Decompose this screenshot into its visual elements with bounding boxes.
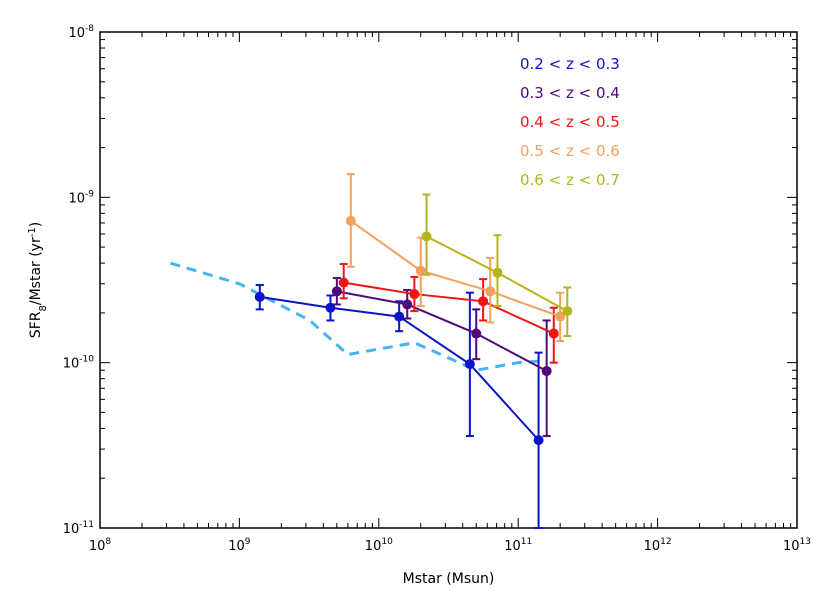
x-tick-label-exp: 11 [521, 537, 532, 547]
y-axis-label-post: ) [28, 222, 44, 227]
plot-frame [99, 31, 798, 529]
series-3 [345, 173, 566, 343]
legend-entry: 0.6 < z < 0.7 [520, 171, 620, 189]
y-tick-label-exp: -10 [79, 355, 94, 365]
reference-dashed-line [169, 261, 539, 372]
y-tick-label: 10-9 [68, 189, 94, 206]
data-point [415, 265, 426, 276]
data-point [394, 311, 405, 322]
x-tick-label: 108 [89, 537, 112, 554]
data-point [478, 296, 489, 307]
data-point [485, 286, 496, 297]
y-tick-label-base: 10 [68, 26, 85, 41]
series-line [336, 290, 548, 372]
y-tick-label-base: 10 [63, 522, 80, 537]
x-tick-label-base: 10 [228, 539, 245, 554]
series-4 [421, 193, 573, 337]
x-tick-label-exp: 13 [800, 537, 811, 547]
data-point [409, 289, 420, 300]
y-axis-label-pre: SFR [28, 311, 44, 338]
legend-entry: 0.3 < z < 0.4 [520, 84, 620, 102]
y-tick-label: 10-10 [63, 355, 95, 372]
data-point [492, 267, 503, 278]
data-point [548, 328, 559, 339]
x-tick-label-exp: 9 [245, 537, 251, 547]
series-line [350, 220, 561, 318]
x-tick-label-base: 10 [783, 539, 800, 554]
series-0 [254, 283, 544, 529]
data-point [338, 277, 349, 288]
legend: 0.2 < z < 0.3 0.3 < z < 0.4 0.4 < z < 0.5 0… [520, 55, 620, 189]
x-tick-label-exp: 12 [660, 537, 671, 547]
x-axis-label: Mstar (Msun) [403, 571, 495, 587]
data-point [331, 286, 342, 297]
x-tick-label: 109 [228, 537, 251, 554]
legend-entry: 0.5 < z < 0.6 [520, 142, 620, 160]
y-axis-label: SFR8/Mstar (yr-1) [27, 222, 49, 338]
data-point [541, 366, 552, 377]
series-1 [331, 277, 552, 438]
series-line [343, 281, 555, 335]
data-point [402, 299, 413, 310]
data-point [345, 215, 356, 226]
y-tick-label-exp: -11 [79, 520, 94, 530]
data-point [471, 328, 482, 339]
y-axis-label-sup: -1 [27, 227, 38, 237]
x-tick-label-exp: 10 [381, 537, 393, 547]
x-tick-label-base: 10 [504, 539, 521, 554]
data-point [533, 435, 544, 446]
series-2 [338, 263, 559, 364]
y-tick-label-exp: -9 [85, 189, 94, 199]
y-tick-label: 10-11 [63, 520, 94, 537]
series-layer [254, 173, 573, 529]
data-point [254, 291, 265, 302]
data-point [464, 359, 475, 370]
y-tick-label-base: 10 [68, 191, 85, 206]
x-tick-label-exp: 8 [105, 537, 111, 547]
x-tick-label-base: 10 [89, 539, 106, 554]
x-tick-label: 1011 [504, 537, 532, 554]
legend-entry: 0.4 < z < 0.5 [520, 113, 620, 131]
y-tick-label-exp: -8 [85, 24, 94, 34]
x-tick-label-base: 10 [644, 539, 661, 554]
legend-entry: 0.2 < z < 0.3 [520, 55, 620, 73]
y-axis-label-sub: 8 [38, 305, 49, 311]
y-axis-label-mid: /Mstar (yr [28, 237, 44, 305]
x-tick-label: 1010 [365, 537, 393, 554]
reference-layer [169, 261, 539, 372]
y-tick-label: 10-8 [68, 24, 94, 41]
x-tick-label: 1013 [783, 537, 811, 554]
data-point [562, 306, 573, 317]
x-tick-label-base: 10 [365, 539, 382, 554]
data-point [421, 231, 432, 242]
y-tick-label-base: 10 [63, 357, 80, 372]
x-tick-label: 1012 [644, 537, 672, 554]
data-point [555, 311, 566, 322]
